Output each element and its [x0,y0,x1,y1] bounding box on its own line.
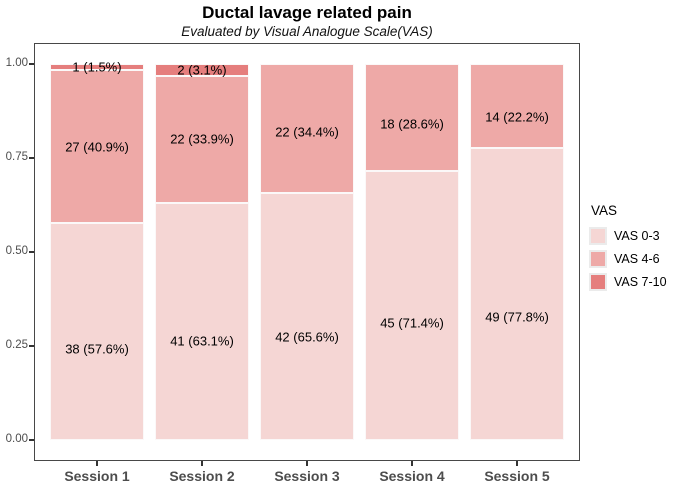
bar-label: 2 (3.1%) [177,62,227,78]
x-tick [306,461,308,466]
bar-label: 41 (63.1%) [170,333,234,349]
legend-entry: VAS 7-10 [589,273,667,291]
x-tick-label: Session 5 [484,468,550,484]
bar-label: 14 (22.2%) [485,109,549,125]
legend-entry-label: VAS 4-6 [614,252,660,266]
bar-label: 22 (33.9%) [170,131,234,147]
legend: VAS VAS 0-3 VAS 4-6 VAS 7-10 [589,203,667,296]
bar-label: 42 (65.6%) [275,329,339,345]
y-tick [29,157,34,159]
x-tick-label: Session 4 [379,468,445,484]
bar-segment [469,64,565,148]
bar-label: 45 (71.4%) [380,315,444,331]
chart-title: Ductal lavage related pain [202,3,412,22]
bar-segment [364,64,460,172]
y-tick [29,251,34,253]
bar-segment [154,75,250,203]
y-tick-label: 0.00 [5,433,28,445]
bar-label: 49 (77.8%) [485,309,549,325]
y-tick [29,63,34,65]
legend-swatch [591,275,605,289]
legend-entry-label: VAS 0-3 [614,229,660,243]
y-tick-label: 1.00 [5,57,28,69]
x-tick-label: Session 1 [64,468,130,484]
bar-segment [154,202,250,440]
y-tick-label: 0.25 [5,339,28,351]
legend-title: VAS [591,203,618,218]
bar-label: 38 (57.6%) [65,341,129,357]
x-tick [201,461,203,466]
bar-segment [259,64,355,194]
bar-segment [49,223,145,440]
legend-entry: VAS 4-6 [589,250,667,268]
bar-segment [469,147,565,440]
bar-segment [364,171,460,440]
x-tick [516,461,518,466]
bar-segment [49,69,145,224]
bar-label: 27 (40.9%) [65,139,129,155]
y-tick [29,439,34,441]
x-tick-label: Session 2 [169,468,235,484]
legend-key-vas-0-3 [589,227,607,245]
legend-swatch [591,252,605,266]
y-tick-label: 0.75 [5,151,28,163]
y-tick [29,345,34,347]
bar-segment [259,193,355,440]
legend-key-vas-7-10 [589,273,607,291]
bar-label: 22 (34.4%) [275,124,339,140]
legend-entry-label: VAS 7-10 [614,275,667,289]
x-tick [96,461,98,466]
bar-segment [49,63,145,70]
bar-label: 18 (28.6%) [380,116,444,132]
legend-key-vas-4-6 [589,250,607,268]
x-tick [411,461,413,466]
legend-entry: VAS 0-3 [589,227,667,245]
legend-swatch [591,229,605,243]
bar-label: 1 (1.5%) [72,59,122,75]
bar-segment [154,63,250,76]
x-tick-label: Session 3 [274,468,340,484]
chart-subtitle: Evaluated by Visual Analogue Scale(VAS) [181,24,433,39]
y-tick-label: 0.50 [5,245,28,257]
